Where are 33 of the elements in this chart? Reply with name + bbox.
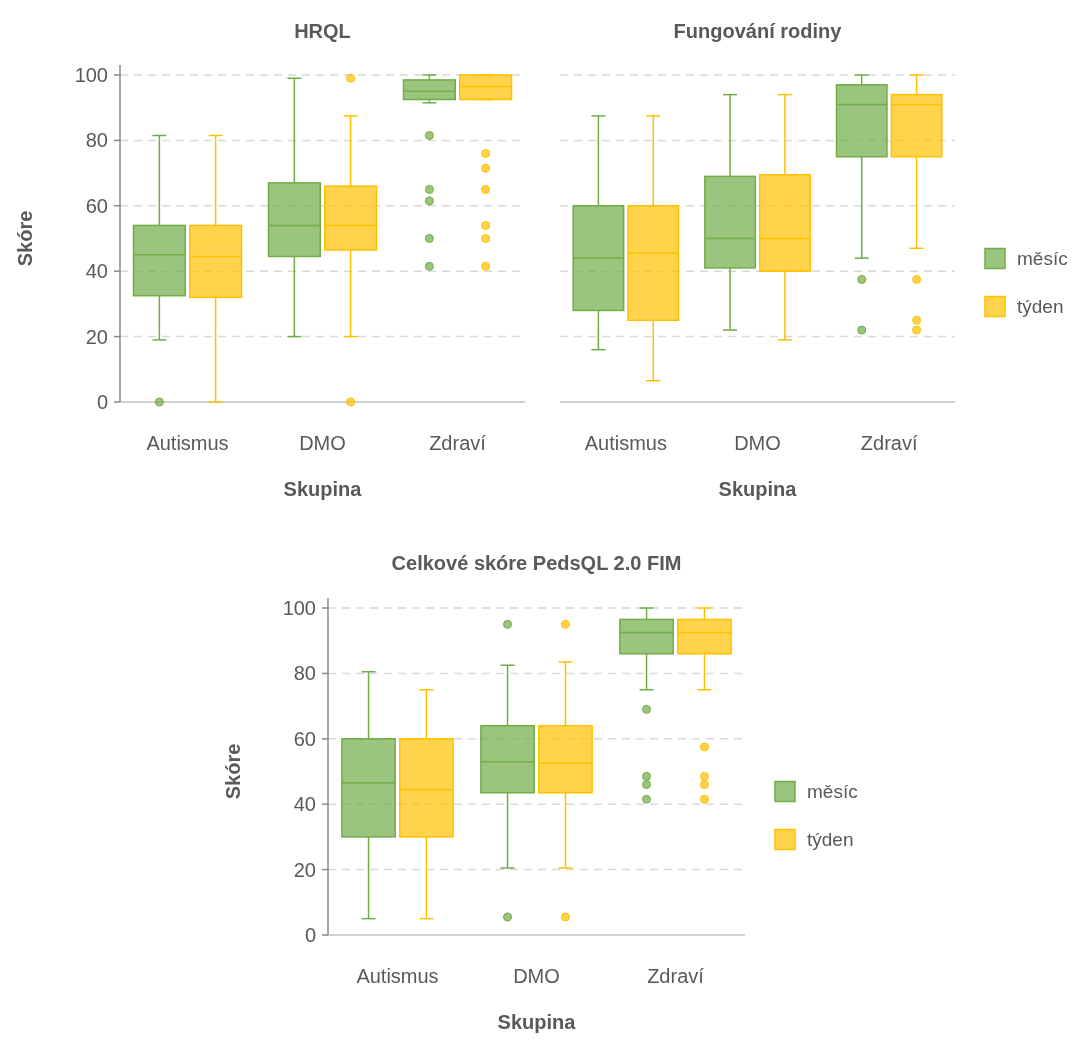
x-tick-label: Autismus xyxy=(584,432,667,454)
x-tick-label: DMO xyxy=(734,432,781,454)
legend-label: týden xyxy=(807,829,854,851)
y-tick-label: 0 xyxy=(96,391,108,413)
x-tick-label: Autismus xyxy=(356,965,439,987)
y-tick-label: 20 xyxy=(293,858,316,881)
y-tick-label: 20 xyxy=(85,325,108,348)
legend-label: měsíc xyxy=(1017,248,1068,270)
x-tick-label: Autismus xyxy=(146,432,229,454)
x-axis-title: Skupina xyxy=(718,478,798,500)
y-tick-label: 40 xyxy=(85,260,108,283)
y-tick-label: 40 xyxy=(293,793,316,816)
chart-title: HRQL xyxy=(294,20,351,42)
x-axis-title: Skupina xyxy=(497,1011,577,1033)
legend-label: týden xyxy=(1017,296,1064,318)
x-tick-label: Zdraví xyxy=(860,432,918,454)
y-tick-label: 60 xyxy=(293,727,316,750)
y-tick-label: 0 xyxy=(304,924,316,946)
y-axis-title: Skóre xyxy=(222,743,244,800)
chart-title: Fungování rodiny xyxy=(673,20,843,42)
x-tick-label: DMO xyxy=(513,965,560,987)
x-tick-label: Zdraví xyxy=(647,965,705,987)
y-tick-label: 80 xyxy=(85,129,108,152)
y-tick-label: 60 xyxy=(85,194,108,217)
legend-label: měsíc xyxy=(807,781,858,803)
x-tick-label: Zdraví xyxy=(429,432,487,454)
y-axis-title: Skóre xyxy=(14,210,36,267)
x-axis-title: Skupina xyxy=(283,478,363,500)
y-tick-label: 100 xyxy=(282,597,316,619)
chart-title: Celkové skóre PedsQL 2.0 FIM xyxy=(391,552,682,574)
x-tick-label: DMO xyxy=(299,432,346,454)
y-tick-label: 100 xyxy=(74,64,108,86)
y-tick-label: 80 xyxy=(293,662,316,685)
